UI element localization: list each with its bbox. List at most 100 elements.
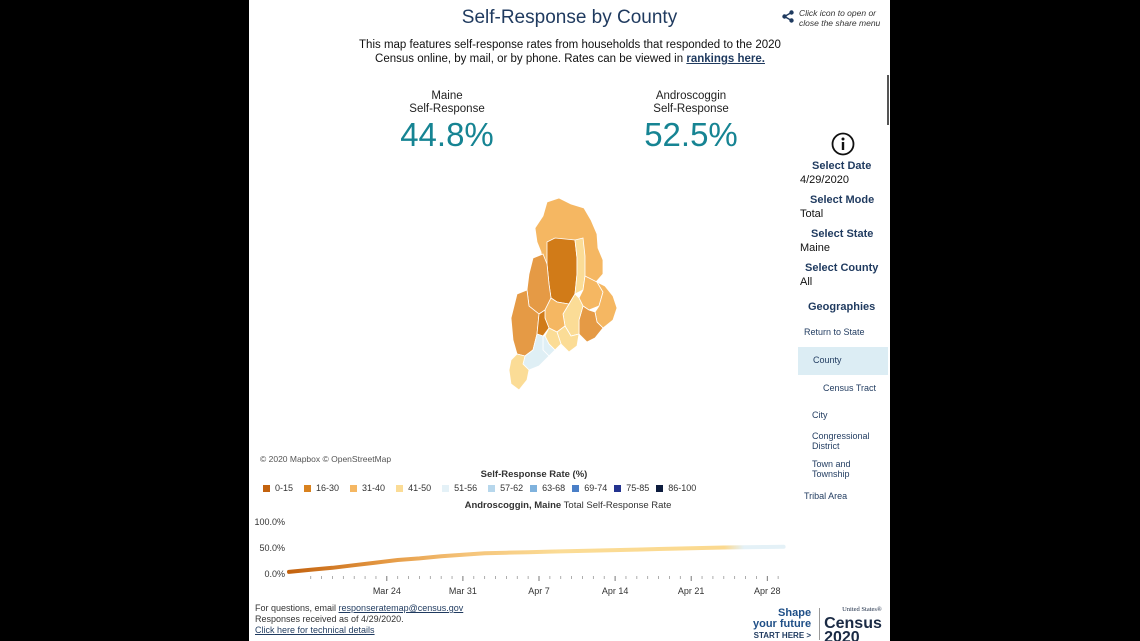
legend-swatch [442,484,450,492]
select-date-value[interactable]: 4/29/2020 [800,174,849,186]
y-tick-label: 50.0% [259,543,285,553]
census-2020-brand: United States® Census 2020 [824,603,882,641]
select-county-value[interactable]: All [800,276,813,288]
legend-item[interactable]: 51-56 [442,483,477,493]
state-stat: Maine Self-Response 44.8% [367,90,527,154]
geo-census-tract[interactable]: Census Tract [823,383,877,393]
census-logo[interactable]: Shape your future START HERE > United St… [753,603,882,641]
county-stat-name: Androscoggin [655,90,727,102]
brand-small: United States® [842,606,882,613]
select-state-value[interactable]: Maine [800,242,830,254]
geographies-label: Geographies [808,301,876,313]
chart-title-rest: Total Self-Response Rate [561,500,672,511]
logo-line2: your future [753,617,812,630]
legend-item[interactable]: 0-15 [263,483,293,493]
logo-line1: Shape [778,606,812,619]
legend: 0-15 16-30 31-40 41-50 51-56 57-62 63-68 69-74 7… [263,483,703,493]
legend-swatch [263,484,270,492]
legend-swatch [530,484,538,492]
state-stat-label: Self-Response [409,103,485,115]
start-here-link[interactable]: START HERE > [753,630,812,640]
geo-town-and-township[interactable]: Town and Township [812,459,851,479]
info-icon[interactable] [830,131,856,157]
email-link[interactable]: responseratemap@census.gov [338,603,464,613]
x-tick-label: Mar 31 [449,586,477,596]
description-text: This map features self-response rates fr… [359,39,781,65]
geo-return-to-state[interactable]: Return to State [804,327,865,337]
technical-details-link[interactable]: Click here for technical details [255,625,375,635]
share-icon[interactable] [782,10,794,23]
y-tick-label: 0.0% [264,569,285,579]
legend-swatch [488,484,496,492]
x-tick-label: Apr 21 [678,586,705,596]
shape-your-future[interactable]: Shape your future START HERE > [753,606,812,641]
x-axis: Mar 24 Mar 31 Apr 7 Apr 14 Apr 21 Apr 28 [310,576,781,596]
legend-label: 0-15 [275,483,294,493]
footer-contact-text: For questions, email [255,603,339,613]
select-date-label: Select Date [812,160,872,172]
y-tick-label: 100.0% [254,517,285,527]
share-menu[interactable]: Click icon to open or close the share me… [782,8,887,28]
page-title: Self-Response by County [461,7,678,28]
footer: For questions, email responseratemap@cen… [255,603,463,636]
x-tick-label: Apr 28 [754,586,781,596]
legend-label: 16-30 [316,483,340,493]
geo-county-active[interactable]: County [798,347,888,375]
legend-item[interactable]: 69-74 [572,483,607,493]
legend-item[interactable]: 16-30 [304,483,339,493]
rankings-link[interactable]: rankings here. [686,53,765,65]
legend-label: 63-68 [542,483,566,493]
share-hint: Click icon to open or close the share me… [799,8,881,28]
legend-item[interactable]: 57-62 [488,483,523,493]
geo-city[interactable]: City [812,410,828,420]
legend-label: 31-40 [362,483,386,493]
legend-label: 86-100 [668,483,697,493]
legend-label: 51-56 [454,483,478,493]
census-map-panel: Self-Response by County Click icon to op… [249,0,890,641]
legend-label: 69-74 [584,483,608,493]
map-attribution[interactable]: © 2020 Mapbox © OpenStreetMap [260,454,392,464]
legend-swatch [614,484,622,492]
legend-item[interactable]: 86-100 [656,483,696,493]
geo-congressional-district[interactable]: Congressional District [812,431,870,451]
logo-divider [819,608,821,640]
legend-swatch [396,484,404,492]
x-tick-label: Apr 7 [528,586,550,596]
select-mode-value[interactable]: Total [800,208,824,220]
x-tick-label: Apr 14 [602,586,629,596]
trend-chart[interactable]: 100.0% 50.0% 0.0% Mar 24 Mar 31 Apr 7 Apr 14 A… [249,512,809,600]
geo-county[interactable]: County [813,355,842,365]
y-axis: 100.0% 50.0% 0.0% [254,517,285,579]
york-county[interactable] [508,353,530,391]
county-stat-label: Self-Response [653,103,729,115]
legend-title: Self-Response Rate (%) [480,469,588,480]
brand-census: Census [824,615,882,632]
brand-year: 2020 [824,629,860,641]
county-stat: Androscoggin Self-Response 52.5% [611,90,771,154]
series-line[interactable] [287,544,786,574]
legend-item[interactable]: 41-50 [396,483,431,493]
legend-swatch [350,484,358,492]
somerset-county[interactable] [546,237,578,305]
legend-item[interactable]: 63-68 [530,483,565,493]
select-mode-label: Select Mode [810,194,875,206]
legend-swatch [656,484,664,492]
legend-label: 75-85 [626,483,650,493]
legend-swatch [304,484,312,492]
responses-date: Responses received as of 4/29/2020. [255,614,404,624]
legend-label: 57-62 [500,483,524,493]
county-stat-value: 52.5% [644,116,738,153]
legend-item[interactable]: 31-40 [350,483,385,493]
maine-county-map[interactable] [499,194,639,394]
description: This map features self-response rates fr… [345,38,795,66]
state-stat-value: 44.8% [400,116,494,153]
chart-title: Androscoggin, Maine Total Self-Response … [249,500,887,511]
x-tick-label: Mar 24 [373,586,401,596]
legend-label: 41-50 [408,483,432,493]
geo-tribal-area[interactable]: Tribal Area [804,491,848,501]
legend-swatch [572,484,580,492]
select-county-label: Select County [805,262,879,274]
chart-title-county: Androscoggin, Maine [464,500,562,511]
legend-item[interactable]: 75-85 [614,483,649,493]
scrollbar[interactable] [887,75,889,125]
